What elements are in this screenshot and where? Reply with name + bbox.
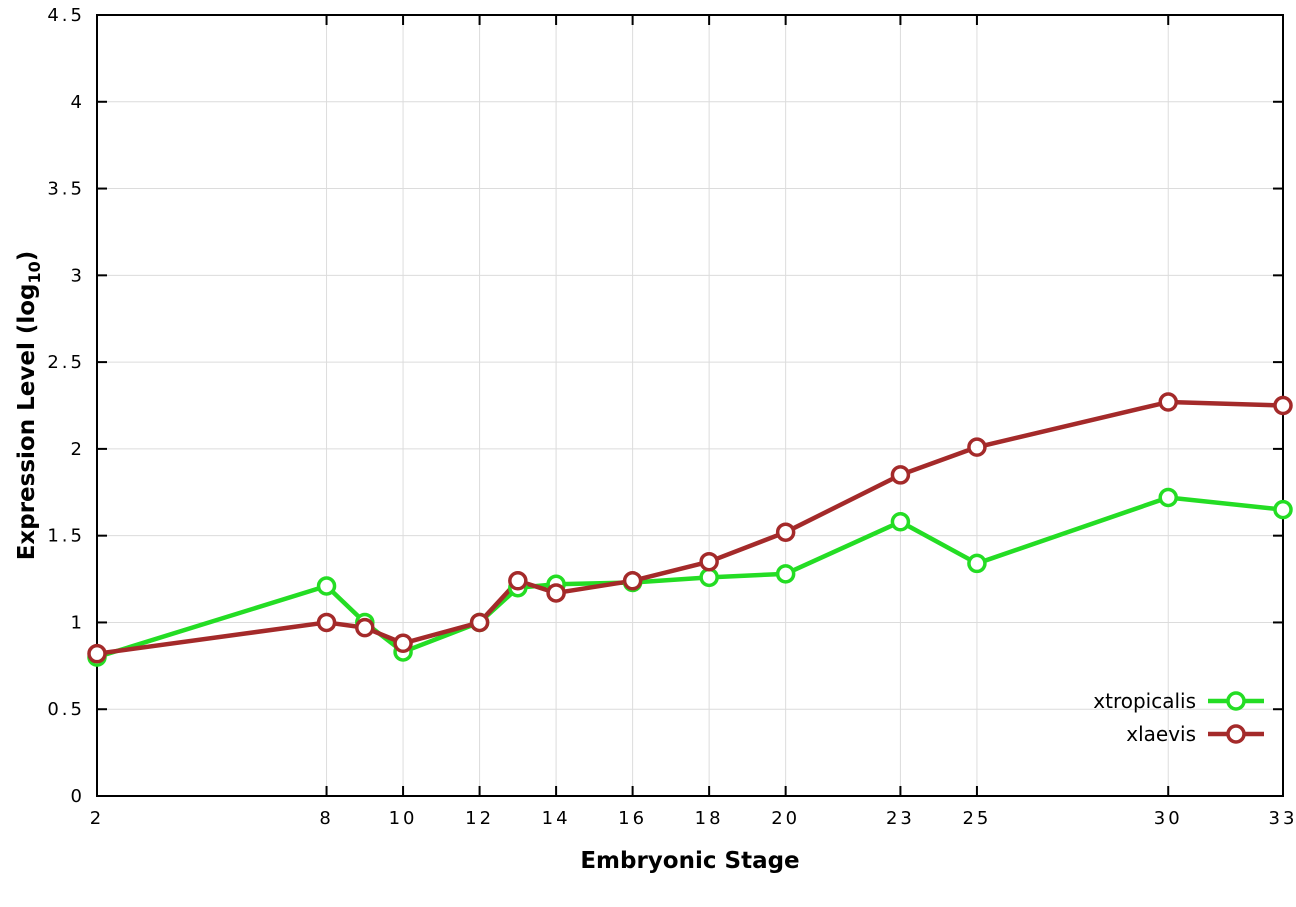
data-point-xtropicalis [316, 576, 337, 596]
y-tick-label: 4 [71, 92, 85, 113]
x-tick-label: 2 [90, 808, 104, 829]
x-tick-label: 33 [1269, 808, 1296, 829]
data-point-xtropicalis [1158, 487, 1178, 508]
data-point-xlaevis [546, 583, 566, 603]
series-line-xlaevis [94, 399, 1286, 656]
series-line-xtropicalis [94, 495, 1286, 660]
plot-border [96, 14, 1284, 797]
legend-label-xlaevis: xlaevis [1126, 722, 1196, 746]
data-point-xlaevis [622, 571, 643, 591]
legend-label-xtropicalis: xtropicalis [1093, 689, 1196, 713]
data-point-xlaevis [775, 522, 796, 542]
y-axis-label: Expression Level (log10) [14, 251, 44, 561]
x-tick-label: 10 [389, 808, 418, 829]
legend-marker-xtropicalis [1226, 691, 1246, 711]
x-tick-label: 16 [618, 808, 647, 829]
x-tick-label: 25 [962, 808, 991, 829]
data-point-xtropicalis [890, 512, 911, 532]
data-point-xtropicalis [967, 553, 987, 574]
x-tick-label: 12 [465, 808, 494, 829]
y-tick-label: 1.5 [47, 526, 85, 547]
x-tick-label: 23 [886, 808, 915, 829]
x-axis-label: Embryonic Stage [580, 848, 799, 874]
data-point-xtropicalis [699, 567, 719, 588]
data-point-xlaevis [87, 643, 107, 664]
data-point-xtropicalis [1273, 499, 1293, 520]
data-point-xlaevis [508, 571, 528, 591]
x-tick-label: 14 [542, 808, 571, 829]
y-tick-label: 2.5 [47, 352, 85, 373]
x-tick-label: 20 [771, 808, 800, 829]
data-point-xlaevis [967, 437, 987, 457]
y-tick-label: 4.5 [47, 5, 85, 26]
x-tick-label: 18 [695, 808, 724, 829]
y-tick-label: 0 [71, 786, 85, 807]
y-tick-label: 3 [71, 265, 85, 286]
data-point-xtropicalis [775, 564, 796, 584]
data-point-xlaevis [355, 617, 375, 638]
y-tick-label: 3.5 [47, 179, 85, 200]
y-tick-label: 2 [71, 439, 85, 460]
data-point-xlaevis [890, 465, 911, 485]
legend-marker-xlaevis [1226, 724, 1246, 744]
data-point-xlaevis [1158, 392, 1178, 412]
data-point-xlaevis [393, 633, 413, 654]
data-point-xlaevis [469, 612, 490, 633]
data-point-xlaevis [699, 551, 719, 572]
x-tick-label: 30 [1154, 808, 1183, 829]
y-tick-label: 1 [71, 612, 85, 633]
data-point-xlaevis [316, 612, 337, 633]
x-tick-label: 8 [319, 808, 333, 829]
data-point-xlaevis [1273, 395, 1293, 416]
y-tick-label: 0.5 [47, 699, 85, 720]
